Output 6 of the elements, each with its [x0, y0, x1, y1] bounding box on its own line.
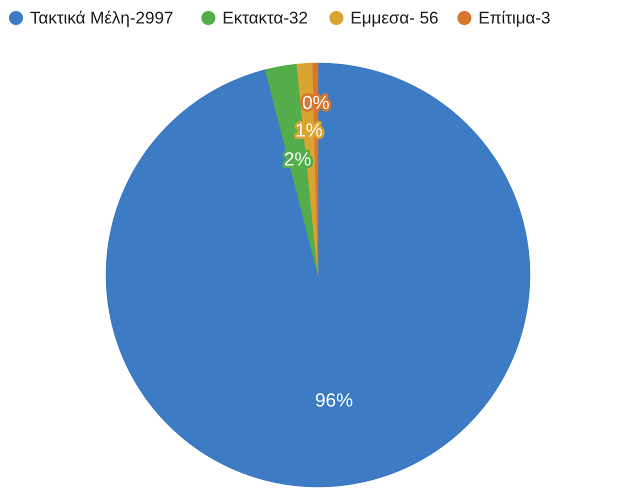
- legend-label: Εκτακτα-32: [222, 8, 308, 28]
- legend-label: Εμμεσα- 56: [350, 8, 439, 28]
- legend-label: Τακτικά Μέλη-2997: [30, 8, 174, 28]
- pie-slice: [106, 62, 530, 487]
- legend-label: Επίτιμα-3: [478, 8, 550, 28]
- data-label: 96%: [314, 390, 354, 412]
